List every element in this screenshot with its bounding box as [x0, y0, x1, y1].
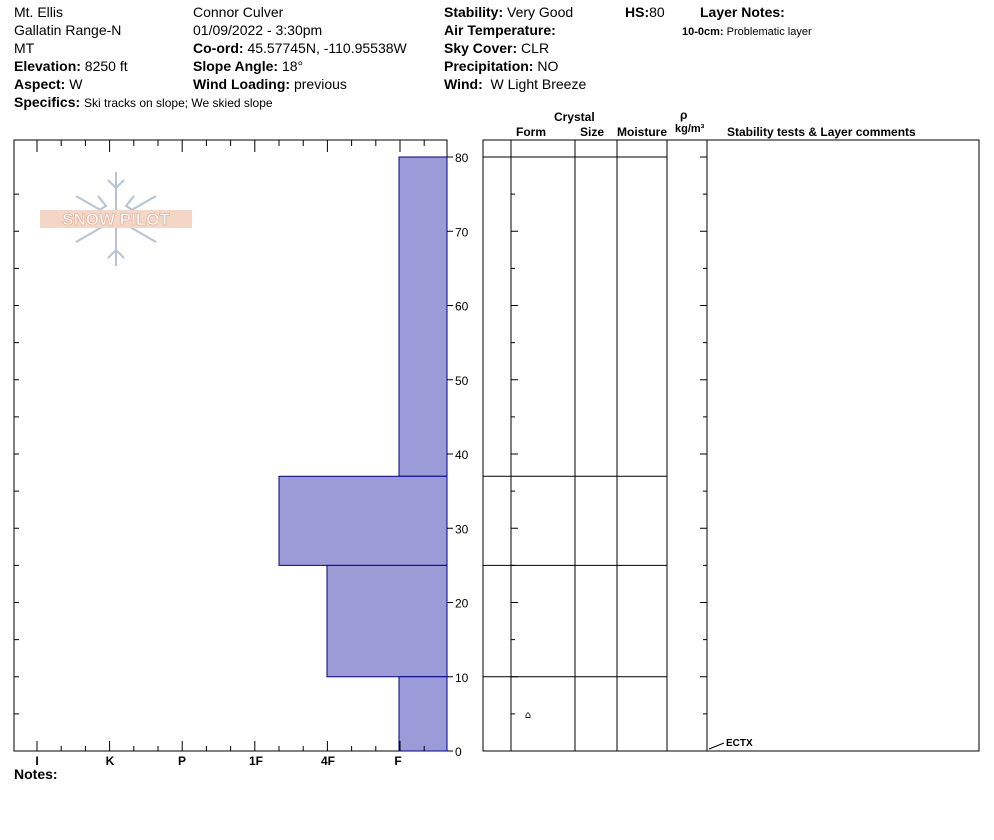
y-tick-label-30: 30	[455, 522, 469, 536]
wind-loading-value: previous	[293, 76, 347, 92]
grain-frame	[482, 139, 980, 752]
slope-value: 18°	[281, 58, 304, 74]
air-temp-label: Air Temperature:	[444, 22, 556, 38]
layer-notes-label: Layer Notes:	[700, 4, 785, 20]
precip-value: NO	[537, 58, 559, 74]
air-temp-row: Air Temperature:	[444, 22, 556, 38]
hs-row: HS:80	[625, 4, 665, 20]
wind-row: Wind: W Light Breeze	[444, 76, 586, 92]
precip-label: Precipitation:	[444, 58, 534, 74]
grain-table: ⌂ ECTX	[482, 139, 980, 752]
hardness-bar-0	[398, 156, 448, 477]
y-tick-label-0: 0	[455, 745, 462, 759]
hs-label: HS:	[625, 4, 650, 20]
layer-note: 10-0cm: Problematic layer	[682, 24, 812, 40]
range: Gallatin Range-N	[14, 22, 122, 38]
y-tick-label-20: 20	[455, 597, 469, 611]
wind-value: W Light Breeze	[490, 76, 587, 92]
col-crystal: Crystal	[554, 110, 595, 124]
aspect-label: Aspect:	[14, 76, 66, 92]
y-tick-label-60: 60	[455, 300, 469, 314]
specifics-value: Ski tracks on slope; We skied slope	[84, 96, 273, 110]
grain-form-symbol: ⌂	[525, 710, 531, 721]
y-tick-label-80: 80	[455, 151, 469, 165]
layer-note-depth: 10-0cm:	[682, 26, 724, 38]
col-density-unit: kg/m³	[675, 123, 705, 135]
y-tick-label-40: 40	[455, 448, 469, 462]
hardness-label-1F: 1F	[249, 754, 263, 768]
precip-row: Precipitation: NO	[444, 58, 558, 74]
sky-value: CLR	[521, 40, 550, 56]
aspect-value: W	[69, 76, 83, 92]
hardness-label-4F: 4F	[321, 754, 335, 768]
hardness-label-F: F	[394, 754, 401, 768]
col-rho: ρ	[680, 108, 688, 122]
hardness-bar-1	[278, 475, 448, 566]
slope-row: Slope Angle: 18°	[193, 58, 303, 74]
elevation-value: 8250 ft	[84, 58, 128, 74]
location: Mt. Ellis	[14, 4, 63, 20]
coord-row: Co-ord: 45.57745N, -110.95538W	[193, 40, 407, 56]
specifics-row: Specifics: Ski tracks on slope; We skied…	[14, 94, 273, 111]
hardness-bar-2	[326, 564, 448, 678]
stability-value: Very Good	[507, 4, 574, 20]
col-stability: Stability tests & Layer comments	[727, 125, 916, 139]
specifics-label: Specifics:	[14, 94, 81, 110]
y-tick-label-70: 70	[455, 225, 469, 239]
stability-test-pointer-0	[708, 742, 725, 750]
stability-row: Stability: Very Good	[444, 4, 573, 20]
slope-label: Slope Angle:	[193, 58, 279, 74]
hardness-label-K: K	[106, 754, 115, 768]
y-tick-label-50: 50	[455, 374, 469, 388]
sky-row: Sky Cover: CLR	[444, 40, 549, 56]
elevation-row: Elevation: 8250 ft	[14, 58, 128, 74]
hardness-plot: 0 10 20 30 40 50 60 70 80 I K P 1F 4F F	[13, 139, 469, 768]
coord-value: 45.57745N, -110.95538W	[247, 40, 407, 56]
hs-value: 80	[649, 4, 665, 20]
col-moisture: Moisture	[617, 125, 668, 139]
aspect-row: Aspect: W	[14, 76, 82, 92]
col-size: Size	[580, 125, 605, 139]
state: MT	[14, 40, 35, 56]
wind-label: Wind:	[444, 76, 483, 92]
y-tick-label-10: 10	[455, 671, 469, 685]
datetime: 01/09/2022 - 3:30pm	[193, 22, 323, 38]
hardness-bar-3	[398, 676, 448, 752]
logo-band	[40, 210, 192, 228]
elevation-label: Elevation:	[14, 58, 81, 74]
logo-text: SNOW PILOT	[62, 210, 170, 229]
observer: Connor Culver	[193, 4, 284, 20]
notes-label: Notes:	[14, 766, 58, 782]
stability-test-label-0: ECTX	[726, 738, 753, 749]
col-form: Form	[516, 125, 546, 139]
layer-note-text: Problematic layer	[726, 26, 812, 38]
stability-label: Stability:	[444, 4, 504, 20]
wind-loading-row: Wind Loading: previous	[193, 76, 347, 92]
hardness-label-P: P	[178, 754, 186, 768]
hardness-label-I: I	[35, 754, 38, 768]
coord-label: Co-ord:	[193, 40, 244, 56]
sky-label: Sky Cover:	[444, 40, 518, 56]
wind-loading-label: Wind Loading:	[193, 76, 291, 92]
